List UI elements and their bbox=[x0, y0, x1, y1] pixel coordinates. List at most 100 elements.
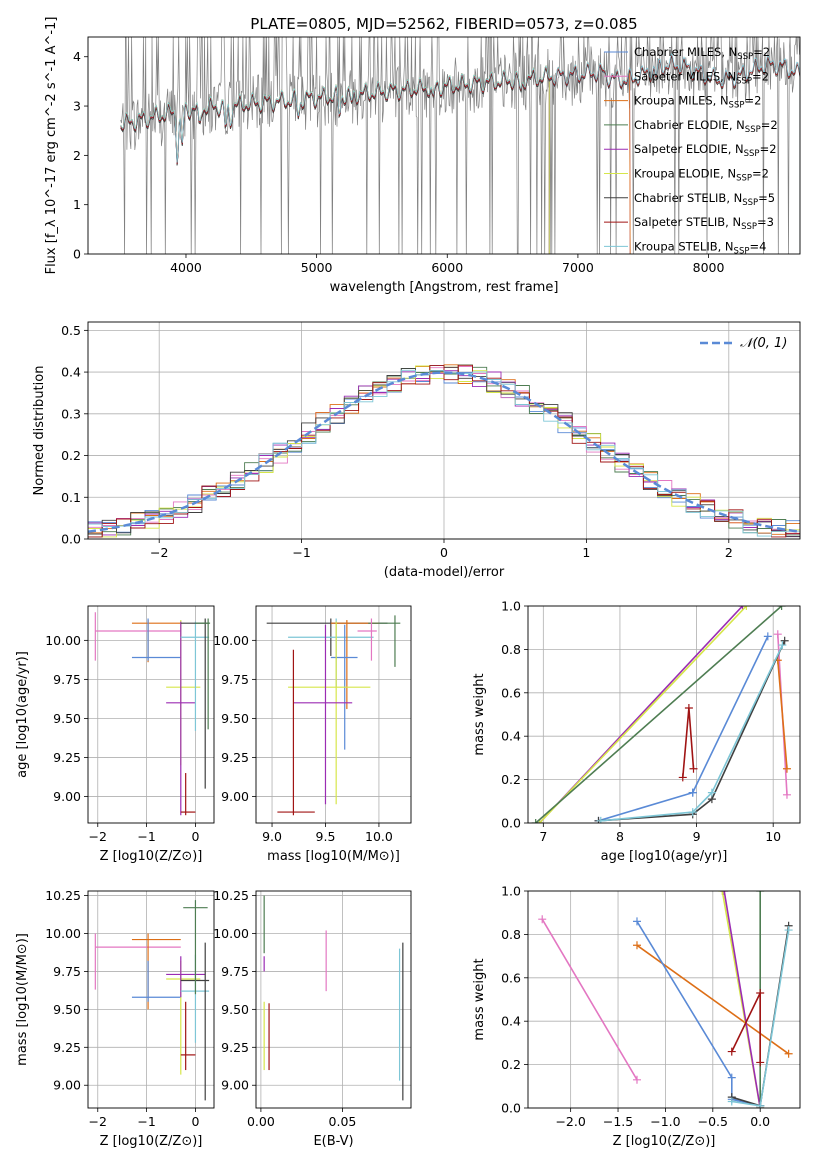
spectrum-axes: 4000 5000 6000 7000 8000 0 1 2 3 4 wavelength [Ang… bbox=[44, 17, 801, 295]
weight-marker bbox=[782, 764, 791, 773]
legend-entry: Kroupa MILES, NSSP=2 bbox=[634, 94, 761, 111]
weight_vs_Z-xtick-label: −0.5 bbox=[698, 1114, 728, 1129]
model-spectrum-line bbox=[120, 52, 800, 254]
spectrum-frame bbox=[87, 36, 801, 255]
weight-marker bbox=[727, 1073, 736, 1082]
weight-marker bbox=[780, 636, 789, 645]
weight-marker bbox=[738, 606, 747, 610]
mass_vs_ebv-plot-area bbox=[263, 895, 404, 1101]
age_vs_Z-xtick-label: −1 bbox=[137, 829, 155, 844]
spectrum-plot-area bbox=[120, 37, 800, 254]
age_vs_Z-plot-area bbox=[94, 612, 211, 816]
weight-line bbox=[535, 606, 783, 823]
residuals-grid: −2 −1 0 1 2 0.0 0.1 0.2 0.3 0.4 0.5 bbox=[61, 322, 800, 560]
age_vs_mass-ytick-label: 10.00 bbox=[213, 633, 249, 648]
errorbar-point bbox=[94, 933, 181, 990]
errorbar-point bbox=[180, 773, 196, 816]
weight_vs_Z-ytick-label: 0.4 bbox=[501, 1014, 521, 1029]
weight-series bbox=[596, 641, 787, 823]
age_vs_Z-ytick-label: 10.00 bbox=[45, 633, 81, 648]
mass_vs_ebv-xtick-label: 0.00 bbox=[247, 1114, 275, 1129]
weight_vs_age-ylabel: mass weight bbox=[472, 673, 487, 755]
mass_vs_Z-ytick-label: 9.50 bbox=[53, 1002, 81, 1017]
weight-marker bbox=[538, 915, 547, 924]
weight-marker bbox=[531, 819, 540, 823]
gaussian-legend-label: 𝒩(0, 1) bbox=[740, 336, 787, 351]
weight-marker bbox=[678, 773, 687, 782]
weight-series bbox=[727, 926, 793, 1108]
weight_vs_Z-plot-area bbox=[538, 891, 793, 1108]
age_vs_mass-ytick-label: 9.75 bbox=[221, 672, 249, 687]
legend-entry: Kroupa STELIB, NSSP=4 bbox=[634, 239, 766, 256]
mass_vs_Z-ytick-label: 10.25 bbox=[45, 888, 81, 903]
weight-marker bbox=[782, 790, 791, 799]
legend-entry: Kroupa ELODIE, NSSP=2 bbox=[634, 167, 769, 184]
weight_vs_Z-xtick-label: −1.0 bbox=[650, 1114, 680, 1129]
weight-series bbox=[773, 656, 791, 773]
weight-marker bbox=[632, 1075, 641, 1084]
residuals-ytick-label: 0.1 bbox=[61, 490, 81, 505]
mass_vs_Z-xtick-label: 0 bbox=[191, 1114, 199, 1129]
age_vs_mass-frame bbox=[255, 605, 412, 824]
residuals-frame bbox=[87, 321, 801, 540]
age_vs_mass-xtick-label: 9.0 bbox=[262, 829, 282, 844]
mass_vs_ebv-ytick-label: 9.25 bbox=[221, 1040, 249, 1055]
weight-line bbox=[538, 606, 747, 823]
weight-series bbox=[538, 915, 641, 1084]
weight-marker bbox=[688, 808, 697, 817]
mass_vs_Z-ytick-label: 9.75 bbox=[53, 964, 81, 979]
weight-line bbox=[777, 660, 788, 769]
errorbar-point bbox=[166, 621, 196, 816]
errorbar-point bbox=[94, 612, 181, 661]
weight_vs_age-axes: 7 8 9 10 0.0 0.2 0.4 0.6 0.8 1.0 age [log10(age/yr… bbox=[472, 599, 801, 864]
spectrum-ylabel: Flux [f_λ 10^-17 erg cm^-2 s^-1 A^-1] bbox=[44, 17, 59, 275]
mass_vs_ebv-xtick-label: 0.05 bbox=[329, 1114, 357, 1129]
weight-marker bbox=[720, 891, 729, 895]
weight-marker bbox=[784, 926, 793, 935]
errorbar-point bbox=[131, 960, 181, 1002]
gaussian-reference-curve bbox=[88, 371, 800, 533]
weight-marker bbox=[778, 641, 787, 650]
weight-line bbox=[691, 636, 769, 793]
residuals-xtick-label: 1 bbox=[582, 545, 590, 560]
age_vs_Z-ytick-label: 9.50 bbox=[53, 711, 81, 726]
weight_vs_age-ytick-label: 0.4 bbox=[501, 729, 521, 744]
age_vs_mass-xtick-label: 10.0 bbox=[365, 829, 393, 844]
weight_vs_age-ytick-label: 0.2 bbox=[501, 772, 521, 787]
weight-marker bbox=[773, 630, 782, 639]
weight-marker bbox=[756, 1058, 765, 1067]
mass_vs_Z-xtick-label: −2 bbox=[89, 1114, 107, 1129]
residuals-xtick-label: −1 bbox=[292, 545, 310, 560]
mass_vs_Z-ylabel: mass [log10(M/M⊙)] bbox=[15, 933, 30, 1066]
weight_vs_Z-grid: −2.0 −1.5 −1.0 −0.5 0.0 0.0 0.2 0.4 0.6 0.8 1.0 bbox=[501, 884, 800, 1129]
spectrum-xtick-label: 7000 bbox=[562, 260, 594, 275]
mass_vs_ebv-ytick-label: 10.00 bbox=[213, 926, 249, 941]
weight_vs_Z-xtick-label: 0.0 bbox=[750, 1114, 770, 1129]
weight_vs_Z-ytick-label: 0.0 bbox=[501, 1101, 521, 1116]
residuals-ytick-label: 0.0 bbox=[61, 532, 81, 547]
residuals-ytick-label: 0.4 bbox=[61, 365, 81, 380]
weight_vs_Z-xtick-label: −2.0 bbox=[555, 1114, 585, 1129]
age_vs_Z-frame bbox=[87, 605, 215, 824]
age_vs_Z-xlabel: Z [log10(Z/Z⊙)] bbox=[100, 849, 203, 864]
age_vs_mass-axes: 9.0 9.5 10.0 9.00 9.25 9.50 9.75 10.00 mass [log… bbox=[213, 605, 412, 864]
spectrum-xlabel: wavelength [Angstrom, rest frame] bbox=[330, 280, 559, 295]
weight-series bbox=[594, 636, 789, 823]
spectrum-ytick-label: 3 bbox=[73, 99, 81, 114]
spectrum-xtick-label: 8000 bbox=[693, 260, 725, 275]
mass_vs_ebv-grid: 0.00 0.05 9.00 9.25 9.50 9.75 10.00 10.25 bbox=[213, 888, 411, 1129]
weight_vs_age-ytick-label: 1.0 bbox=[501, 599, 521, 614]
weight_vs_age-plot-area bbox=[531, 606, 791, 823]
errorbar-point bbox=[166, 956, 206, 998]
mass_vs_Z-ytick-label: 9.25 bbox=[53, 1040, 81, 1055]
weight-series bbox=[678, 703, 698, 782]
weight-marker bbox=[727, 1047, 736, 1056]
age_vs_mass-xlabel: mass [log10(M/M⊙)] bbox=[267, 849, 400, 864]
residuals-xtick-label: −2 bbox=[150, 545, 168, 560]
errorbar-point bbox=[357, 618, 377, 661]
age_vs_Z-grid: −2 −1 0 9.00 9.25 9.50 9.75 10.00 bbox=[45, 606, 214, 844]
age_vs_Z-xtick-label: 0 bbox=[191, 829, 199, 844]
weight-line bbox=[636, 920, 761, 1107]
errorbar-point bbox=[293, 624, 353, 805]
